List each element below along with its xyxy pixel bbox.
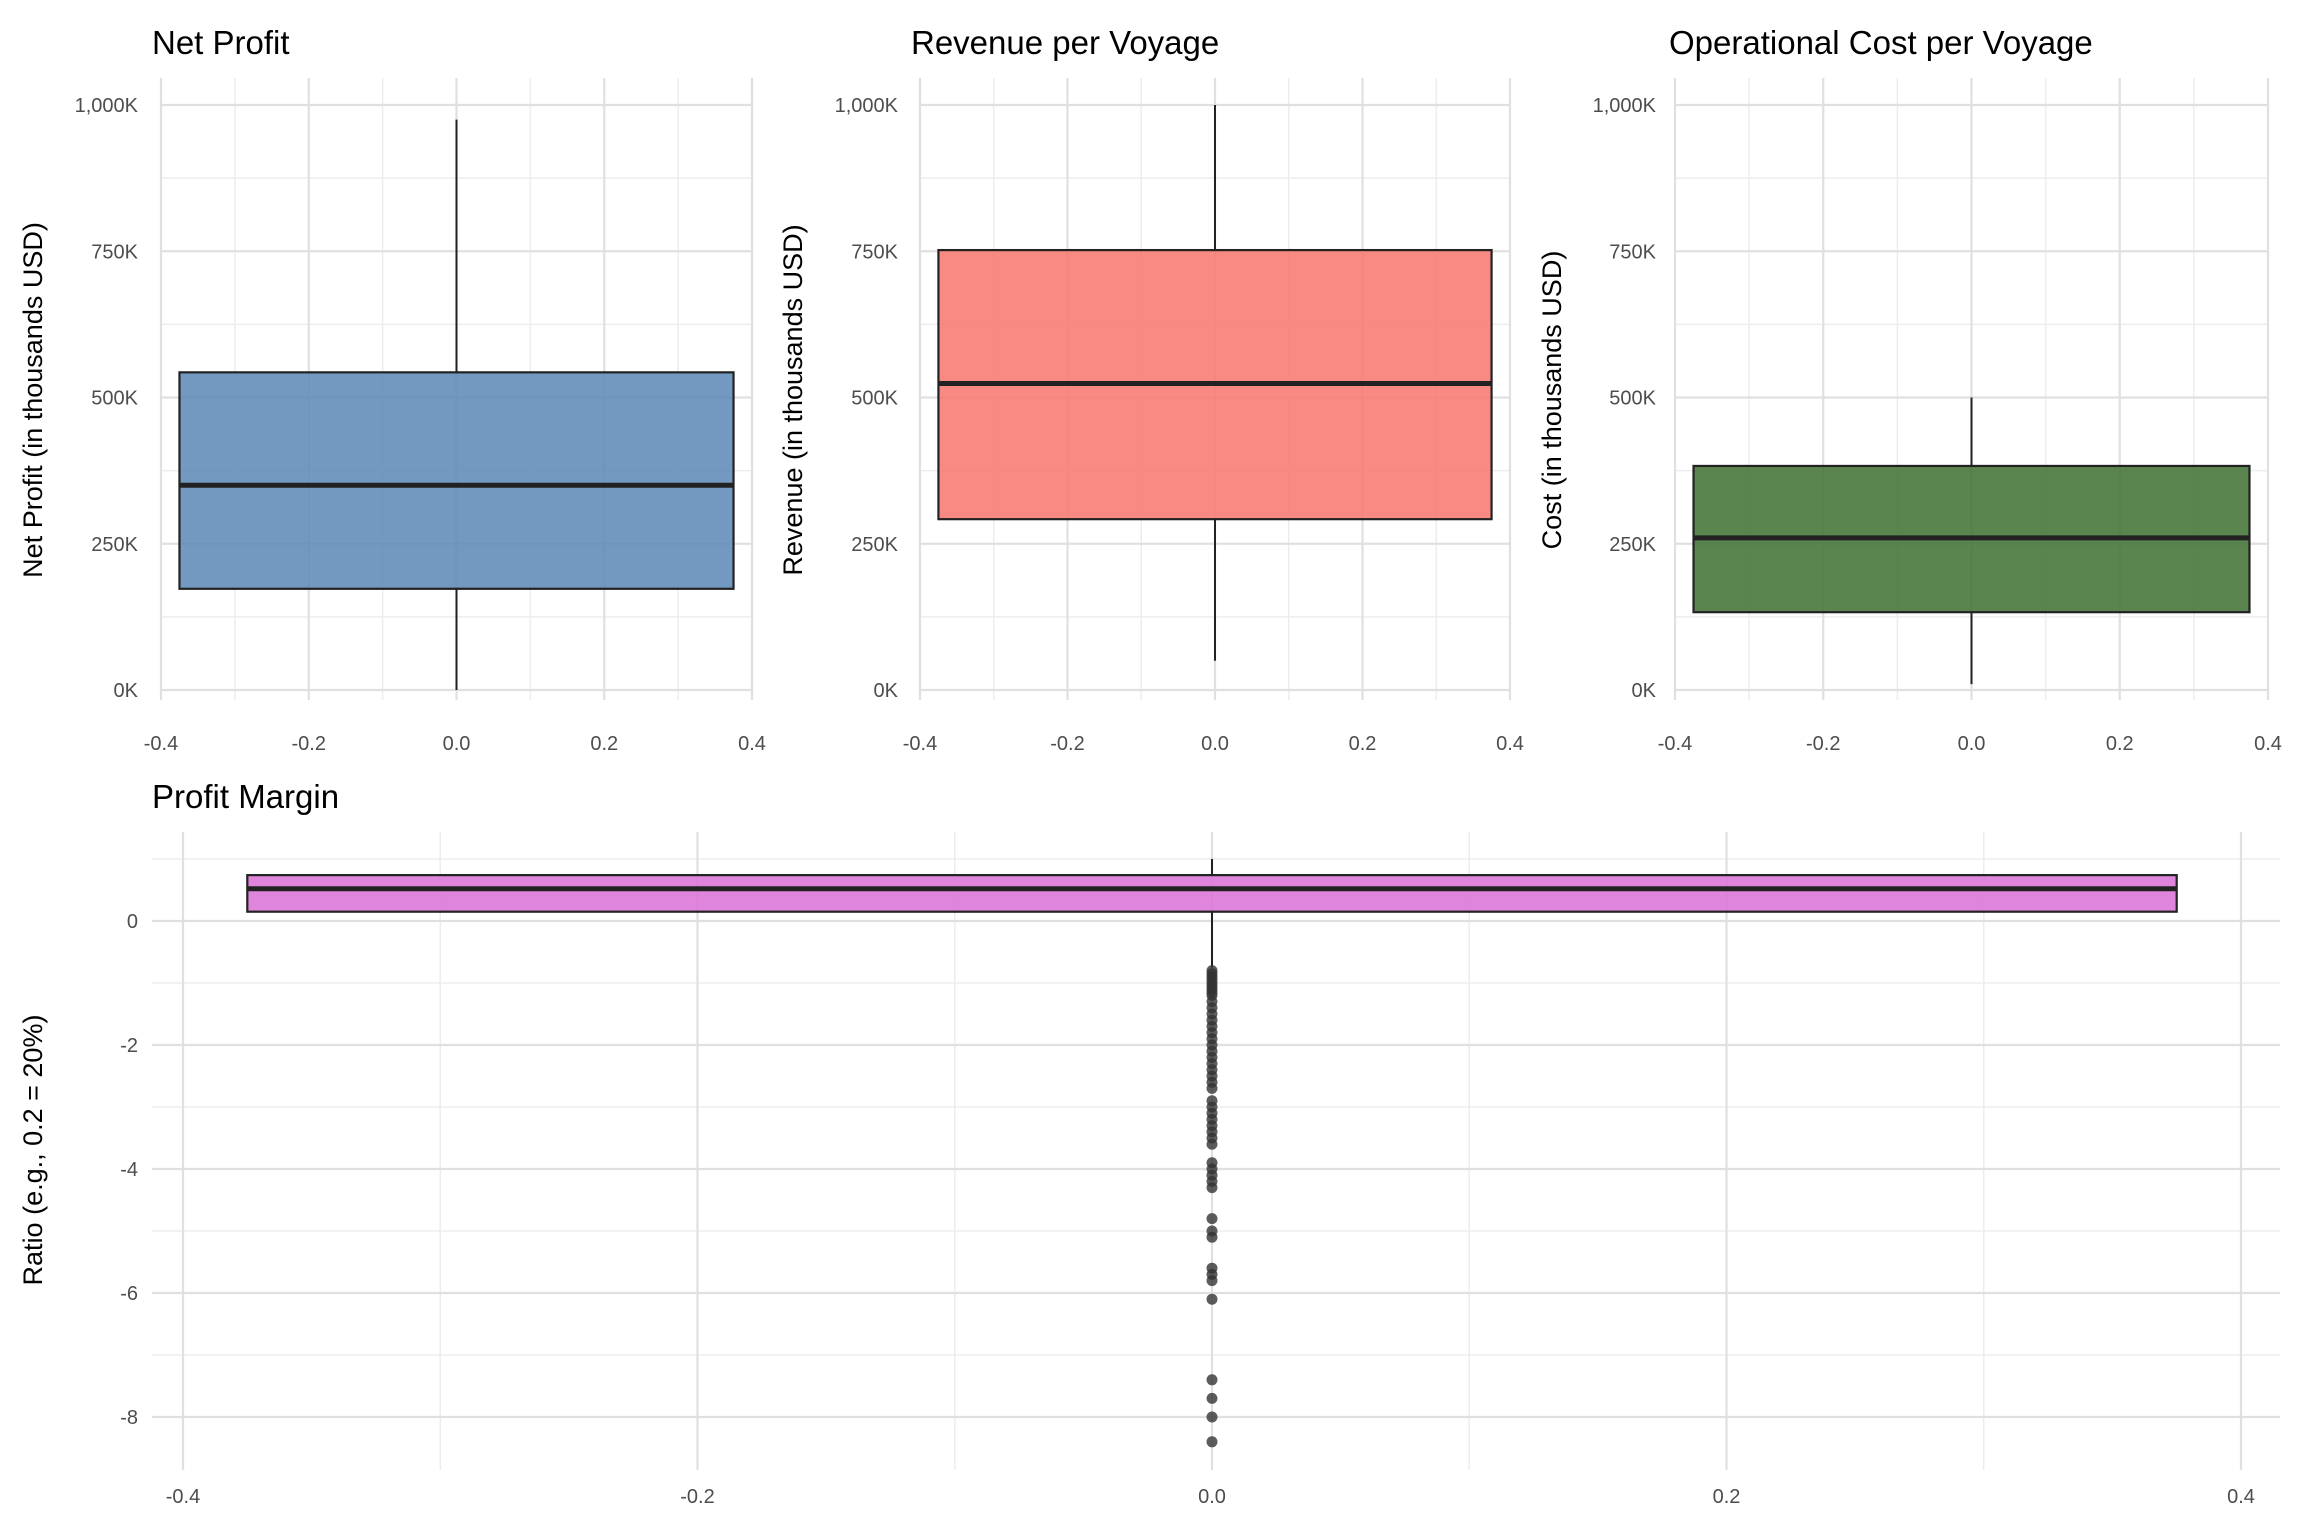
y-tick-label: 250K: [91, 534, 138, 556]
x-tick-label: 0.2: [590, 733, 618, 755]
y-tick-label: -8: [120, 1407, 138, 1429]
y-tick-label: 0: [127, 911, 138, 933]
y-tick-label: 0K: [114, 680, 139, 702]
y-tick-label: -6: [120, 1283, 138, 1305]
outlier-point: [1206, 1231, 1218, 1243]
outlier-point: [1206, 1213, 1218, 1225]
x-tick-label: 0.0: [443, 733, 471, 755]
panel-title: Profit Margin: [152, 778, 339, 815]
outlier-point: [1206, 1082, 1218, 1094]
y-tick-label: 1,000K: [1593, 95, 1657, 117]
panel-title: Revenue per Voyage: [911, 24, 1219, 61]
y-tick-label: 750K: [1609, 241, 1656, 263]
y-tick-label: 0K: [1632, 680, 1657, 702]
outlier-point: [1206, 1392, 1218, 1404]
y-tick-label: 250K: [851, 534, 898, 556]
y-tick-label: 0K: [874, 680, 899, 702]
box-iqr: [178, 371, 735, 590]
x-tick-label: 0.4: [2227, 1486, 2255, 1508]
x-tick-label: 0.2: [2106, 733, 2134, 755]
panel-title: Operational Cost per Voyage: [1669, 24, 2093, 61]
x-tick-label: -0.4: [903, 733, 937, 755]
y-tick-label: 500K: [91, 388, 138, 410]
y-tick-label: -2: [120, 1035, 138, 1057]
x-tick-label: 0.4: [738, 733, 766, 755]
x-tick-label: -0.2: [1050, 733, 1084, 755]
y-axis-label: Cost (in thousands USD): [1537, 251, 1567, 550]
x-tick-label: 0.0: [1201, 733, 1229, 755]
x-tick-label: -0.2: [1806, 733, 1840, 755]
y-axis-label: Revenue (in thousands USD): [778, 224, 808, 575]
x-tick-label: -0.4: [1658, 733, 1692, 755]
y-tick-label: 750K: [851, 241, 898, 263]
outlier-point: [1206, 1275, 1218, 1287]
y-tick-label: 1,000K: [75, 95, 139, 117]
y-tick-label: 500K: [851, 388, 898, 410]
outlier-point: [1206, 1293, 1218, 1305]
y-tick-label: 250K: [1609, 534, 1656, 556]
y-axis-label: Ratio (e.g., 0.2 = 20%): [18, 1015, 48, 1286]
x-tick-label: 0.0: [1958, 733, 1986, 755]
outlier-point: [1206, 1182, 1218, 1194]
y-tick-label: 750K: [91, 241, 138, 263]
x-tick-label: -0.4: [166, 1486, 200, 1508]
y-tick-label: 500K: [1609, 388, 1656, 410]
x-tick-label: 0.2: [1349, 733, 1377, 755]
panel-title: Net Profit: [152, 24, 290, 61]
x-tick-label: 0.0: [1198, 1486, 1226, 1508]
outlier-point: [1206, 1138, 1218, 1150]
outlier-point: [1206, 1436, 1218, 1448]
outlier-point: [1206, 1374, 1218, 1386]
x-tick-label: -0.2: [292, 733, 326, 755]
y-tick-label: 1,000K: [835, 95, 899, 117]
box-iqr: [246, 874, 2178, 913]
x-tick-label: -0.2: [680, 1486, 714, 1508]
x-tick-label: 0.4: [2254, 733, 2282, 755]
x-tick-label: -0.4: [144, 733, 178, 755]
y-axis-label: Net Profit (in thousands USD): [18, 222, 48, 578]
x-tick-label: 0.4: [1496, 733, 1524, 755]
y-tick-label: -4: [120, 1159, 138, 1181]
outlier-point: [1206, 1411, 1218, 1423]
x-tick-label: 0.2: [1713, 1486, 1741, 1508]
